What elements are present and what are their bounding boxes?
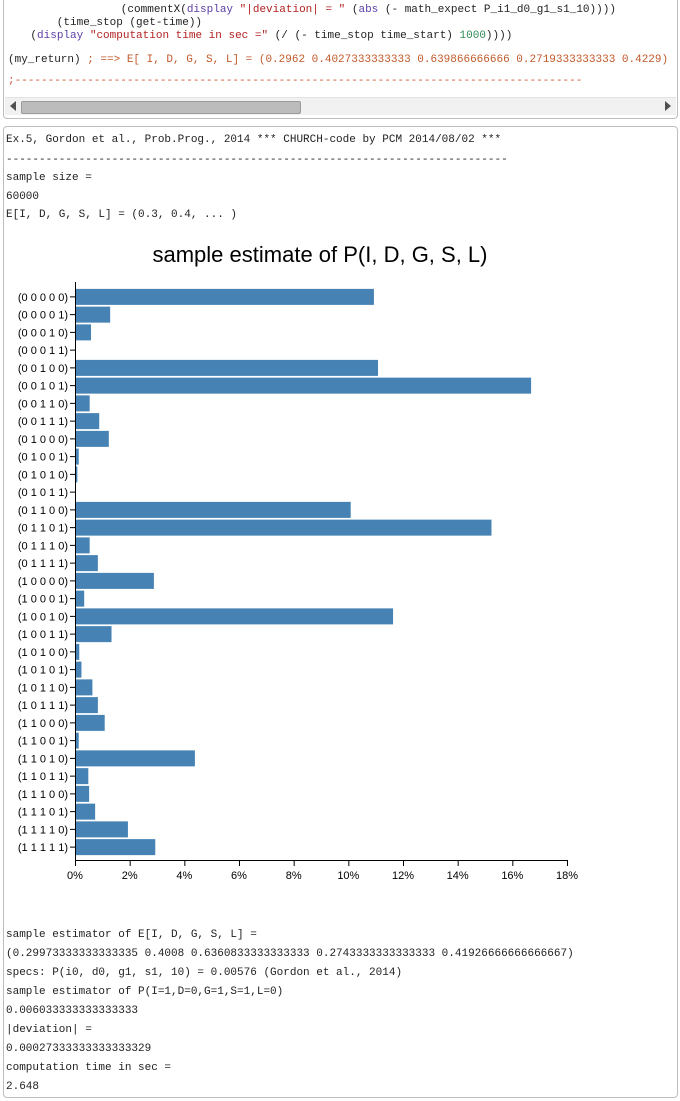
output-line: 0.00027333333333333329 bbox=[6, 1043, 152, 1055]
scrollbar-thumb[interactable] bbox=[21, 101, 301, 114]
horizontal-scrollbar[interactable] bbox=[5, 97, 676, 115]
output-line: (0.29973333333333335 0.4008 0.6360833333… bbox=[6, 948, 574, 960]
output-panel: Ex.5, Gordon et al., Prob.Prog., 2014 **… bbox=[3, 126, 678, 1098]
output-line: sample estimator of P(I=1,D=0,G=1,S=1,L=… bbox=[6, 986, 284, 998]
output-line: E[I, D, G, S, L] = (0.3, 0.4, ... ) bbox=[6, 209, 238, 221]
code-line: ;---------------------------------------… bbox=[8, 75, 583, 87]
code-editor[interactable]: (commentX(display "|deviation| = " (abs … bbox=[3, 0, 678, 119]
scroll-left-arrow-icon[interactable] bbox=[10, 101, 16, 111]
output-line: 2.648 bbox=[6, 1081, 40, 1093]
output-line: sample estimator of E[I, D, G, S, L] = bbox=[6, 929, 257, 941]
output-line: sample size = bbox=[6, 172, 92, 184]
output-line: 60000 bbox=[6, 191, 40, 203]
code-line: (time_stop (get-time)) bbox=[4, 17, 203, 29]
chart-title: sample estimate of P(I, D, G, S, L) bbox=[152, 242, 488, 267]
output-line: computation time in sec = bbox=[6, 1062, 172, 1074]
output-line: 0.006033333333333333 bbox=[6, 1005, 139, 1017]
output-line: specs: P(i0, d0, g1, s1, 10) = 0.00576 (… bbox=[6, 967, 403, 979]
output-line: |deviation| = bbox=[6, 1024, 92, 1036]
scroll-right-arrow-icon[interactable] bbox=[665, 101, 671, 111]
output-rule: ----------------------------------------… bbox=[6, 154, 508, 166]
code-line: (my_return) ; ==> E[ I, D, G, S, L] = (0… bbox=[8, 54, 669, 66]
code-line: (display "computation time in sec =" (/ … bbox=[4, 30, 513, 42]
code-line: (commentX(display "|deviation| = " (abs … bbox=[68, 4, 616, 16]
output-header: Ex.5, Gordon et al., Prob.Prog., 2014 **… bbox=[6, 134, 502, 146]
